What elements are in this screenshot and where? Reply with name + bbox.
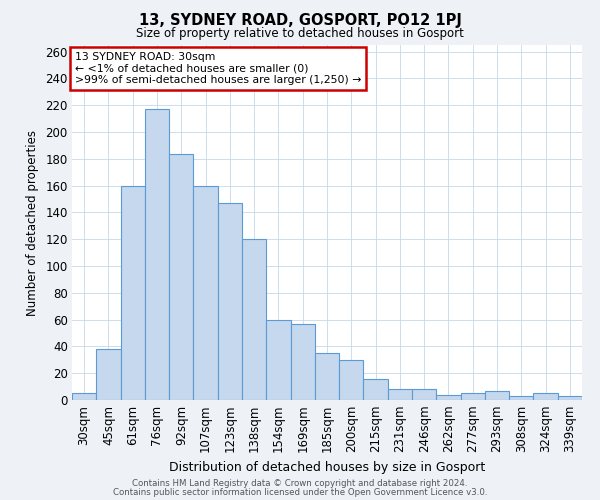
Y-axis label: Number of detached properties: Number of detached properties (26, 130, 38, 316)
Text: 13 SYDNEY ROAD: 30sqm
← <1% of detached houses are smaller (0)
>99% of semi-deta: 13 SYDNEY ROAD: 30sqm ← <1% of detached … (74, 52, 361, 86)
Bar (242, 239, 266, 400)
Bar (436, 394, 461, 400)
Bar (169, 154, 193, 400)
Text: 13, SYDNEY ROAD, GOSPORT, PO12 1PJ: 13, SYDNEY ROAD, GOSPORT, PO12 1PJ (139, 12, 461, 28)
Bar (461, 394, 485, 400)
Bar (193, 186, 218, 400)
Bar (509, 396, 533, 400)
Bar (533, 394, 558, 400)
Text: Size of property relative to detached houses in Gosport: Size of property relative to detached ho… (136, 28, 464, 40)
Bar (388, 390, 412, 400)
X-axis label: Distribution of detached houses by size in Gosport: Distribution of detached houses by size … (169, 461, 485, 474)
Bar (412, 390, 436, 400)
Bar (339, 360, 364, 400)
Text: Contains public sector information licensed under the Open Government Licence v3: Contains public sector information licen… (113, 488, 487, 497)
Bar (218, 203, 242, 400)
Bar (485, 390, 509, 400)
Bar (145, 110, 169, 400)
Bar (96, 349, 121, 400)
Bar (266, 320, 290, 400)
Bar (558, 396, 582, 400)
Bar (315, 353, 339, 400)
Text: Contains HM Land Registry data © Crown copyright and database right 2024.: Contains HM Land Registry data © Crown c… (132, 478, 468, 488)
Bar (364, 378, 388, 400)
Bar (290, 324, 315, 400)
Bar (121, 186, 145, 400)
Bar (72, 394, 96, 400)
